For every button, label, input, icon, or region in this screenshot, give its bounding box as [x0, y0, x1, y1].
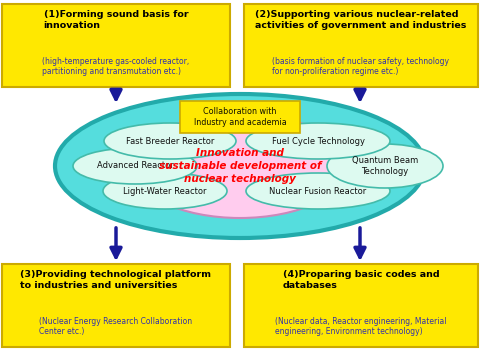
- FancyBboxPatch shape: [244, 264, 478, 347]
- Ellipse shape: [132, 114, 348, 218]
- Text: (2)Supporting various nuclear-related
activities of government and industries: (2)Supporting various nuclear-related ac…: [255, 10, 467, 30]
- FancyBboxPatch shape: [244, 4, 478, 87]
- Text: Fast Breeder Reactor: Fast Breeder Reactor: [126, 136, 214, 146]
- Text: Light-Water Reactor: Light-Water Reactor: [123, 186, 207, 195]
- Ellipse shape: [246, 173, 390, 209]
- Text: (high-temperature gas-cooled reactor,
partitioning and transmutation etc.): (high-temperature gas-cooled reactor, pa…: [42, 57, 190, 76]
- Ellipse shape: [103, 173, 227, 209]
- Text: Collaboration with
Industry and academia: Collaboration with Industry and academia: [193, 107, 287, 127]
- FancyBboxPatch shape: [2, 264, 230, 347]
- Ellipse shape: [104, 123, 236, 159]
- Text: Quantum Beam
Technology: Quantum Beam Technology: [352, 156, 418, 176]
- Text: Nuclear Fusion Reactor: Nuclear Fusion Reactor: [269, 186, 367, 195]
- Text: (basis formation of nuclear safety, technology
for non-proliferation regime etc.: (basis formation of nuclear safety, tech…: [273, 57, 449, 76]
- Text: (Nuclear data, Reactor engineering, Material
engineering, Environment technology: (Nuclear data, Reactor engineering, Mate…: [275, 317, 447, 336]
- Text: (Nuclear Energy Research Collaboration
Center etc.): (Nuclear Energy Research Collaboration C…: [39, 317, 192, 336]
- Ellipse shape: [327, 144, 443, 188]
- Ellipse shape: [55, 94, 425, 238]
- FancyBboxPatch shape: [2, 4, 230, 87]
- Text: (3)Providing technological platform
to industries and universities: (3)Providing technological platform to i…: [21, 270, 212, 290]
- Text: Fuel Cycle Technology: Fuel Cycle Technology: [272, 136, 364, 146]
- Text: (4)Proparing basic codes and
databases: (4)Proparing basic codes and databases: [283, 270, 439, 290]
- Text: (1)Forming sound basis for
innovation: (1)Forming sound basis for innovation: [44, 10, 188, 30]
- FancyBboxPatch shape: [180, 101, 300, 133]
- Ellipse shape: [246, 123, 390, 159]
- Ellipse shape: [73, 148, 197, 184]
- Text: Advanced Reactor: Advanced Reactor: [96, 162, 173, 171]
- Text: Innovation and
sustainable development of
nuclear technology: Innovation and sustainable development o…: [159, 148, 321, 184]
